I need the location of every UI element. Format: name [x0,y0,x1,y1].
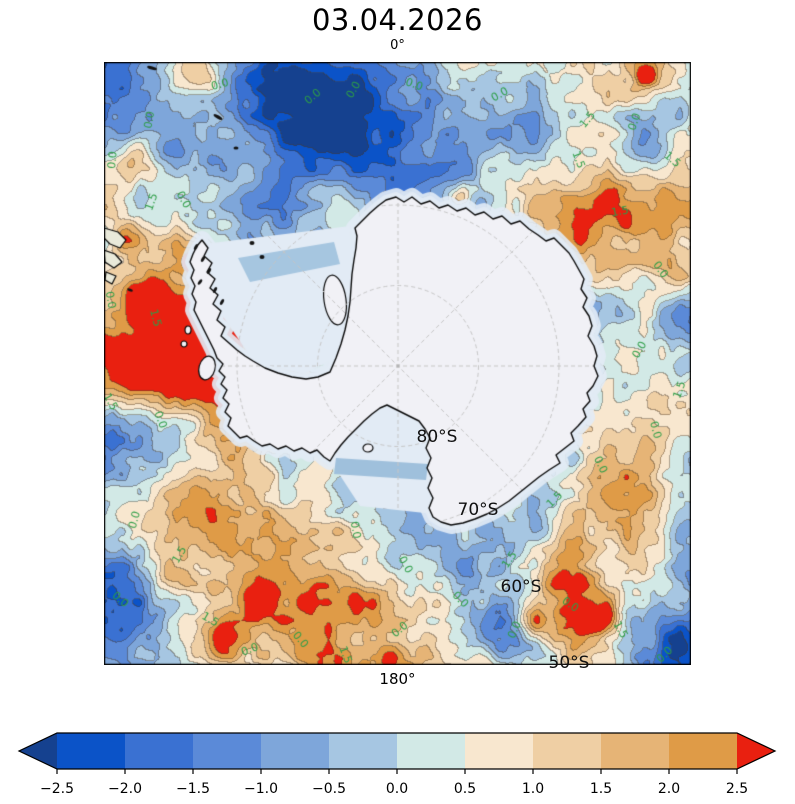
map-panel: 80°S 70°S 60°S 50°S [104,62,691,673]
colorbar-tick-label: −1.0 [244,781,278,797]
colorbar-band [669,733,738,769]
colorbar-band [329,733,398,769]
colorbar-over-arrow [737,733,775,769]
colorbar-tick-label: −2.0 [108,781,142,797]
colorbar-tick-label: −1.5 [176,781,210,797]
colorbar-under-arrow [19,733,57,769]
colorbar-band [533,733,602,769]
meridian-label-bottom: 180° [379,670,416,688]
colorbar-band [57,733,126,769]
date-title: 03.04.2026 [311,3,484,37]
colorbar-band [193,733,262,769]
meridian-label-top: 0° [390,38,405,53]
colorbar-band [125,733,194,769]
map-canvas [104,62,691,665]
colorbar-band [601,733,670,769]
colorbar-band [465,733,534,769]
colorbar-svg: −2.5 −2.0 −1.5 −1.0 −0.5 0.0 0.5 1.0 1.5 2.0 2.5 [17,732,777,797]
colorbar: −2.5 −2.0 −1.5 −1.0 −0.5 0.0 0.5 1.0 1.5 2.0 2.5 [0,725,795,804]
colorbar-band [397,733,466,769]
colorbar-tick-label: 2.5 [726,781,748,797]
colorbar-tick-label: 1.5 [590,781,612,797]
colorbar-tick-label: 0.5 [454,781,476,797]
colorbar-tick-label: 1.0 [522,781,544,797]
colorbar-tick-label: −0.5 [312,781,346,797]
colorbar-band [261,733,330,769]
colorbar-tick-label: −2.5 [40,781,74,797]
colorbar-tick-label: 2.0 [658,781,680,797]
colorbar-tick-label: 0.0 [386,781,408,797]
